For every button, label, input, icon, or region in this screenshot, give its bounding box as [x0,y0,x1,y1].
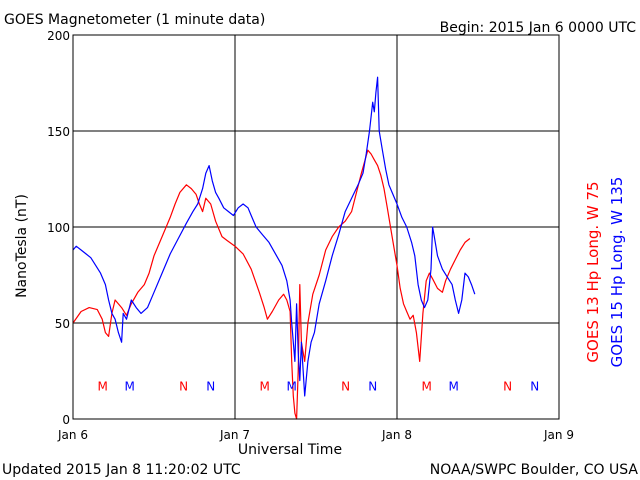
legend-goes15: GOES 15 Hp Long. W 135 [608,177,626,368]
x-axis-label: Universal Time [238,442,342,458]
noon-midnight-marker: N [206,379,215,393]
goes15-line [72,76,476,397]
noon-midnight-marker: M [421,379,431,393]
noon-midnight-marker: M [125,379,135,393]
series-layer [72,76,476,420]
noon-midnight-marker: N [530,379,539,393]
y-tick-label: 200 [47,29,70,43]
noon-midnight-marker: N [341,379,350,393]
y-tick-label: 150 [47,125,70,139]
agency-credit: NOAA/SWPC Boulder, CO USA [430,462,639,478]
x-tick-label: Jan 7 [219,428,250,442]
x-tick-labels: Jan 6 Jan 7 Jan 8 Jan 9 [57,428,574,442]
noon-midnight-marker: M [287,379,297,393]
goes13-line [72,149,471,420]
noon-midnight-marker: N [179,379,188,393]
chart-title: GOES Magnetometer (1 minute data) [4,12,265,28]
y-axis-label: NanoTesla (nT) [14,194,30,298]
begin-label: Begin: 2015 Jan 6 0000 UTC [440,20,637,36]
noon-midnight-marker: M [449,379,459,393]
noon-midnight-marker: M [97,379,107,393]
legend-goes13: GOES 13 Hp Long. W 75 [584,181,602,362]
y-tick-label: 0 [62,413,70,427]
noon-midnight-marker: N [503,379,512,393]
plot-frame [72,34,560,420]
x-tick-label: Jan 9 [543,428,574,442]
updated-timestamp: Updated 2015 Jan 8 11:20:02 UTC [2,462,241,478]
grid [73,35,559,419]
noon-midnight-marker: N [368,379,377,393]
y-tick-label: 100 [47,221,70,235]
noon-midnight-marker: M [259,379,269,393]
y-tick-labels: 0 50 100 150 200 [47,29,70,427]
x-tick-label: Jan 6 [57,428,88,442]
x-tick-label: Jan 8 [381,428,412,442]
y-tick-label: 50 [55,317,70,331]
